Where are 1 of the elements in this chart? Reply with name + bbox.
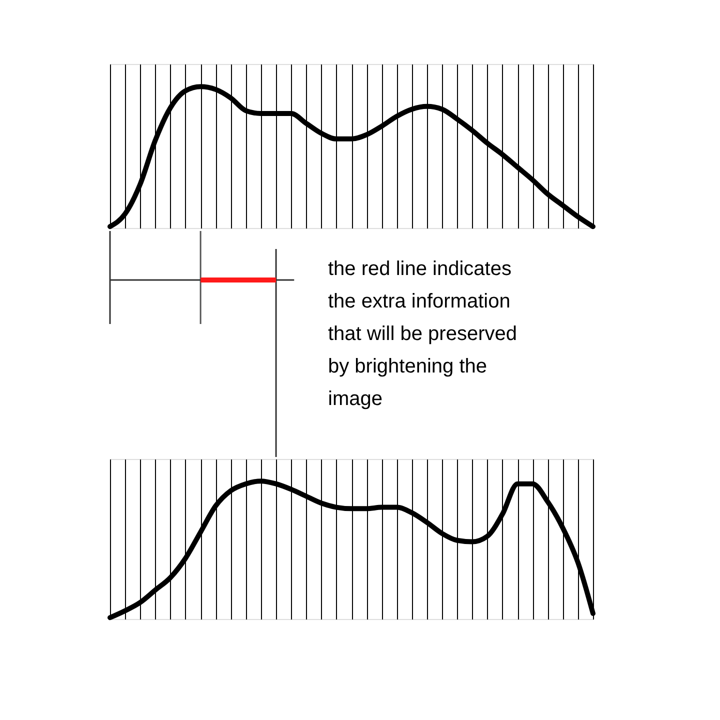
text: the red line indicates the extra information that will be preserved by brightening the image	[328, 258, 517, 410]
